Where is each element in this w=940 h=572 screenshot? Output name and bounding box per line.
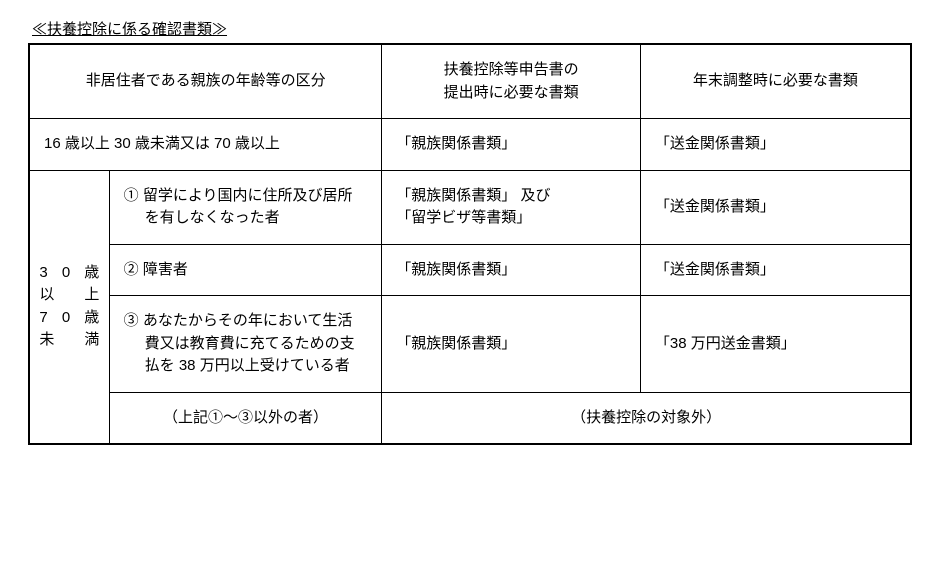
deduction-documents-table: 非居住者である親族の年齢等の区分 扶養控除等申告書の提出時に必要な書類 年末調整… <box>28 43 912 445</box>
cell-sub2-label: ② 障害者 <box>109 244 382 296</box>
row-sub1-study-abroad: 30歳 以上 70歳 未満 ① 留学により国内に住所及び居所を有しなくなった者 … <box>29 170 911 244</box>
cell-sub1-doc2: 「送金関係書類」 <box>640 170 911 244</box>
cell-age-range-1: 16 歳以上 30 歳未満又は 70 歳以上 <box>29 119 382 171</box>
cell-sub2-doc1: 「親族関係書類」 <box>382 244 641 296</box>
table-header-row: 非居住者である親族の年齢等の区分 扶養控除等申告書の提出時に必要な書類 年末調整… <box>29 44 911 119</box>
header-submission-docs: 扶養控除等申告書の提出時に必要な書類 <box>382 44 641 119</box>
cell-doc1-r1: 「親族関係書類」 <box>382 119 641 171</box>
cell-sub2-doc2: 「送金関係書類」 <box>640 244 911 296</box>
cell-doc2-r1: 「送金関係書類」 <box>640 119 911 171</box>
cell-sub3-doc2: 「38 万円送金書類」 <box>640 296 911 393</box>
table-title: ≪扶養控除に係る確認書類≫ <box>28 18 912 39</box>
cell-sub1-doc1: 「親族関係書類」 及び「留学ビザ等書類」 <box>382 170 641 244</box>
row-age-16-30-or-70plus: 16 歳以上 30 歳未満又は 70 歳以上 「親族関係書類」 「送金関係書類」 <box>29 119 911 171</box>
age-group-line: 未満 <box>39 329 99 352</box>
cell-sub3-doc1: 「親族関係書類」 <box>382 296 641 393</box>
header-yearend-docs: 年末調整時に必要な書類 <box>640 44 911 119</box>
age-group-line: 70歳 <box>39 307 99 330</box>
row-sub3-payments: ③ あなたからその年において生活費又は教育費に充てるための支払を 38 万円以上… <box>29 296 911 393</box>
cell-age-group-30-70: 30歳 以上 70歳 未満 <box>29 170 109 444</box>
age-group-line: 30歳 <box>39 262 99 285</box>
cell-sub4-note: （扶養控除の対象外） <box>382 392 911 444</box>
row-sub4-other: （上記①～③以外の者） （扶養控除の対象外） <box>29 392 911 444</box>
age-group-line: 以上 <box>39 284 99 307</box>
header-category: 非居住者である親族の年齢等の区分 <box>29 44 382 119</box>
row-sub2-disabled: ② 障害者 「親族関係書類」 「送金関係書類」 <box>29 244 911 296</box>
cell-sub1-label: ① 留学により国内に住所及び居所を有しなくなった者 <box>109 170 382 244</box>
cell-sub4-label: （上記①～③以外の者） <box>109 392 382 444</box>
cell-sub3-label: ③ あなたからその年において生活費又は教育費に充てるための支払を 38 万円以上… <box>109 296 382 393</box>
